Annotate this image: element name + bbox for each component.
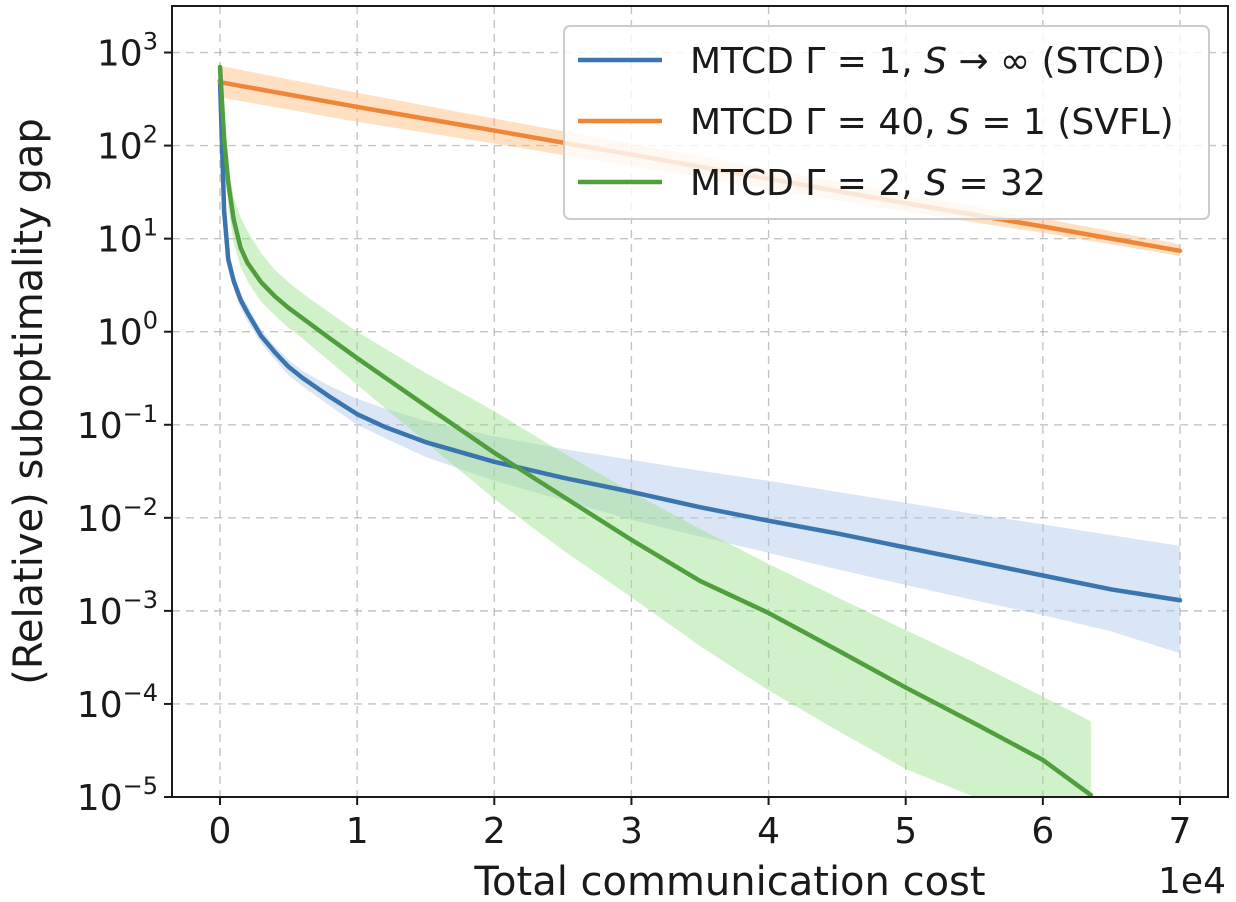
y-tick-label: 10−5 [77, 772, 158, 819]
y-tick-label: 10−3 [77, 586, 158, 633]
y-tick-label: 10−4 [77, 679, 158, 726]
series-line-mtcd-g2 [217, 64, 1094, 797]
y-tick-label: 103 [97, 28, 158, 75]
y-tick-label: 100 [97, 307, 158, 354]
x-tick-label: 3 [620, 811, 643, 852]
confidence-band-mtcd-g2 [220, 56, 1091, 797]
axis-label-layer: Total communication cost (Relative) subo… [6, 118, 1226, 902]
x-axis-label: Total communication cost [473, 859, 985, 902]
legend: MTCD Γ = 1, S → ∞ (STCD) MTCD Γ = 40, S =… [563, 25, 1210, 220]
x-tick-label: 7 [1169, 811, 1192, 852]
series-line-stcd [217, 78, 1183, 603]
x-tick-label: 0 [209, 811, 232, 852]
confidence-band-stcd [220, 66, 1180, 654]
x-axis-offset-label: 1e4 [1158, 861, 1226, 902]
x-tick-label: 4 [757, 811, 780, 852]
legend-label-stcd: MTCD Γ = 1, S → ∞ (STCD) [690, 41, 1165, 82]
legend-label-svfl: MTCD Γ = 40, S = 1 (SVFL) [690, 102, 1174, 143]
y-axis-label: (Relative) suboptimality gap [6, 118, 52, 685]
x-tick-label: 2 [483, 811, 506, 852]
x-tick-label: 1 [346, 811, 369, 852]
tick-layer: 0 1 2 3 4 5 6 7 103 102 101 100 10−1 10−2 10−3 10−4 10−5 [77, 28, 1192, 852]
y-tick-label: 101 [97, 214, 158, 261]
legend-label-mtcd-g2: MTCD Γ = 2, S = 32 [690, 163, 1046, 204]
y-tick-label: 10−2 [77, 493, 158, 540]
plot-frame [171, 5, 1229, 798]
x-tick-label: 5 [894, 811, 917, 852]
x-tick-label: 6 [1031, 811, 1054, 852]
y-tick-label: 10−1 [77, 400, 158, 447]
y-tick-label: 102 [97, 121, 158, 168]
legend-box [563, 25, 1210, 220]
